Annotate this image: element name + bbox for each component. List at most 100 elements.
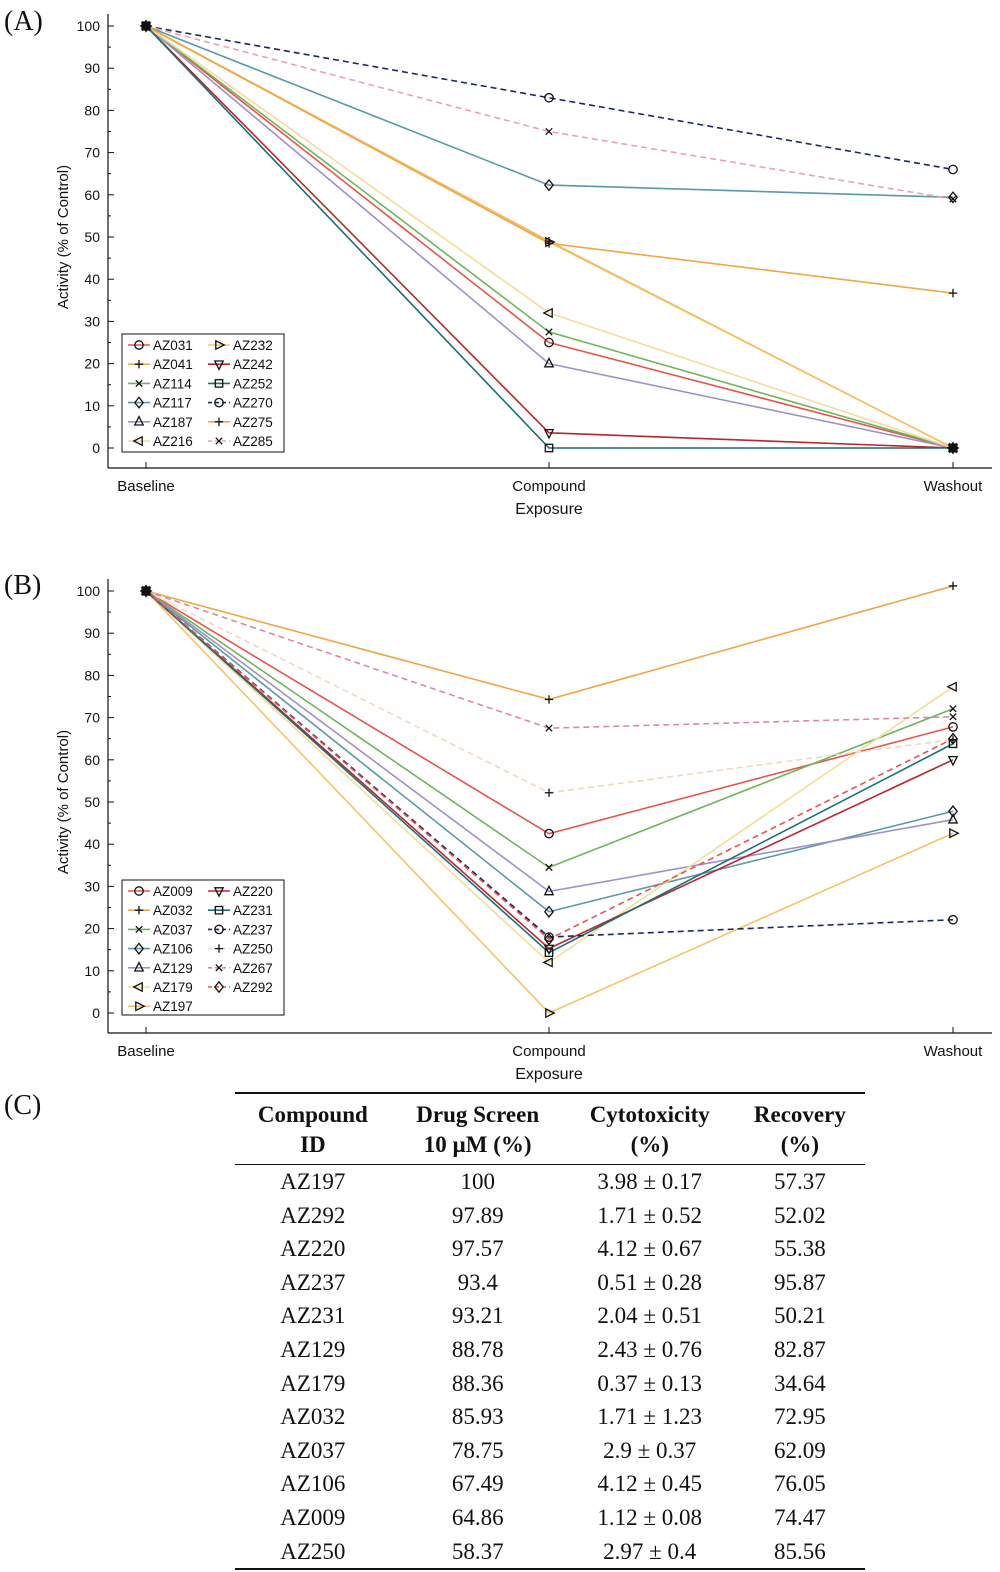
y-tick-label: 50 <box>84 229 100 245</box>
table-header-row: Compound ID Drug Screen 10 µM (%) Cytotoxi… <box>235 1093 865 1165</box>
series-line-az275 <box>145 25 954 294</box>
legend-label: AZ242 <box>233 357 273 372</box>
legend-marker <box>135 379 143 388</box>
cell-cytotoxicity: 0.37 ± 0.13 <box>597 1370 703 1396</box>
cell-recovery: 76.05 <box>774 1471 826 1497</box>
legend-label: AZ037 <box>153 922 193 937</box>
data-point-az275 <box>948 288 958 298</box>
legend-marker <box>133 415 145 426</box>
x-tick-label: Baseline <box>117 478 175 495</box>
series-line-az216 <box>145 25 954 449</box>
cell-compound-id: AZ009 <box>280 1504 346 1530</box>
cell-recovery: 62.09 <box>774 1437 826 1463</box>
cell-cytotoxicity: 1.12 ± 0.08 <box>597 1504 703 1530</box>
legend-marker <box>215 339 226 351</box>
table-row: AZ032 85.93 1.71 ± 1.23 72.95 <box>235 1400 865 1434</box>
data-point-az275 <box>544 239 554 248</box>
chart-panel-b: (B) 0 10 20 30 40 50 60 70 80 90 100 Baseline Compoun… <box>4 570 992 1083</box>
cell-compound-id: AZ250 <box>280 1538 346 1564</box>
x-tick-label: Compound <box>512 478 585 495</box>
cell-drug-screen: 93.4 <box>457 1269 498 1295</box>
cell-recovery: 34.64 <box>774 1370 826 1396</box>
y-tick-label: 80 <box>84 667 100 683</box>
series-line-az197 <box>145 590 954 1014</box>
y-axis-title: Activity (% of Control) <box>55 165 72 309</box>
cell-drug-screen: 64.86 <box>451 1504 504 1530</box>
cell-compound-id: AZ129 <box>280 1336 346 1362</box>
series-line-az250 <box>145 590 954 794</box>
series-line-az129 <box>145 590 954 893</box>
series-line-az267 <box>145 590 954 729</box>
cell-cytotoxicity: 0.51 ± 0.28 <box>597 1269 703 1295</box>
results-table: Compound ID Drug Screen 10 µM (%) Cytotoxi… <box>235 1092 865 1570</box>
legend-marker <box>134 886 144 896</box>
cell-compound-id: AZ231 <box>280 1303 346 1329</box>
cell-compound-id: AZ237 <box>280 1269 346 1295</box>
panel-c-label: (C) <box>4 1090 42 1121</box>
y-tick-label: 90 <box>84 60 100 76</box>
y-tick-label: 0 <box>92 440 100 456</box>
series-line-az292 <box>145 590 954 941</box>
y-tick-label: 30 <box>84 878 100 894</box>
legend-label: AZ032 <box>153 903 193 918</box>
legend-marker <box>134 340 144 350</box>
legend-marker <box>132 435 143 447</box>
data-point-az197 <box>545 1007 556 1019</box>
y-axis-title: Activity (% of Control) <box>55 730 72 874</box>
data-point-az037 <box>545 863 553 872</box>
series-line-az187 <box>145 25 954 449</box>
table-row: AZ129 88.78 2.43 ± 0.76 82.87 <box>235 1333 865 1367</box>
data-point-az270 <box>948 164 958 175</box>
cell-cytotoxicity: 2.43 ± 0.76 <box>597 1336 703 1362</box>
legend-marker <box>134 360 144 369</box>
legend-label: AZ179 <box>153 980 193 995</box>
x-axis-title: Exposure <box>515 1066 583 1083</box>
legend-label: AZ009 <box>153 884 193 899</box>
cell-recovery: 52.02 <box>774 1202 826 1228</box>
cell-cytotoxicity: 2.9 ± 0.37 <box>603 1437 697 1463</box>
data-point-az292 <box>140 584 152 598</box>
legend-label: AZ216 <box>153 434 193 449</box>
y-tick-label: 50 <box>84 794 100 810</box>
cell-drug-screen: 100 <box>460 1169 495 1194</box>
data-point-az179 <box>542 957 553 968</box>
x-tick-label: Baseline <box>117 1043 175 1060</box>
y-tick-label: 30 <box>84 313 100 329</box>
table-row: AZ237 93.4 0.51 ± 0.28 95.87 <box>235 1266 865 1300</box>
legend-label: AZ106 <box>153 942 193 957</box>
legend-label: AZ250 <box>233 942 273 957</box>
y-tick-label: 60 <box>84 187 100 203</box>
data-point-az242 <box>543 428 555 440</box>
x-tick-label: Washout <box>924 478 983 495</box>
data-point-az267 <box>545 724 553 732</box>
cell-compound-id: AZ037 <box>280 1437 346 1463</box>
legend-marker <box>133 942 145 955</box>
cell-drug-screen: 93.21 <box>451 1303 504 1329</box>
cell-recovery: 50.21 <box>774 1303 826 1329</box>
cell-drug-screen: 97.57 <box>451 1236 504 1262</box>
cell-drug-screen: 85.93 <box>451 1404 504 1430</box>
data-point-az220 <box>947 755 959 767</box>
legend-marker <box>214 417 224 426</box>
legend-label: AZ041 <box>153 357 193 372</box>
table-body: AZ197 100 3.98 ± 0.17 57.37 AZ292 97.89 1.71 ±… <box>235 1165 865 1570</box>
data-point-az032 <box>948 581 958 591</box>
data-point-az117 <box>543 178 555 192</box>
y-tick-label: 40 <box>84 271 100 287</box>
x-tick-label: Compound <box>512 1043 585 1060</box>
data-point-az285 <box>545 127 553 136</box>
legend-marker <box>215 964 223 972</box>
y-tick-label: 70 <box>84 710 100 726</box>
cell-compound-id: AZ292 <box>280 1202 346 1228</box>
data-point-az179 <box>946 681 957 693</box>
y-tick-label: 90 <box>84 625 100 641</box>
cell-cytotoxicity: 1.71 ± 0.52 <box>597 1202 703 1228</box>
cell-cytotoxicity: 4.12 ± 0.45 <box>597 1471 703 1497</box>
data-point-az232 <box>545 236 556 248</box>
cell-recovery: 72.95 <box>774 1404 826 1430</box>
legend-marker <box>214 905 224 915</box>
legend-label: AZ114 <box>153 376 192 391</box>
y-tick-label: 60 <box>84 752 100 768</box>
legend: AZ009 AZ032 AZ037 AZ106 AZ129 AZ179 AZ197 AZ220… <box>121 879 285 1016</box>
